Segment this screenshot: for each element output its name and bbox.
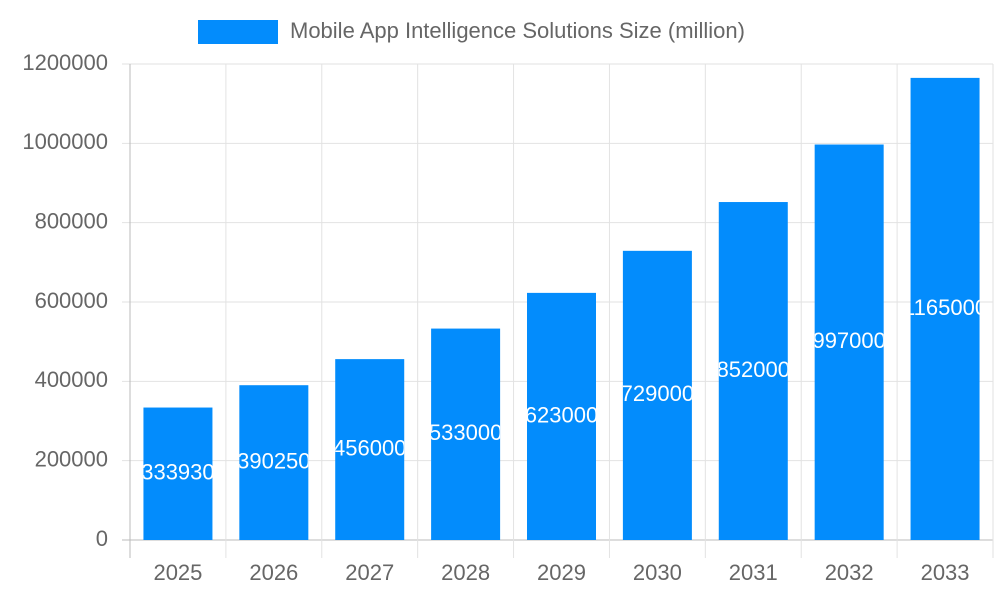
data-label: 1165000 (903, 295, 987, 320)
data-label: 997000 (812, 328, 885, 353)
data-label: 390250 (237, 448, 310, 473)
x-tick-label: 2031 (729, 560, 778, 585)
y-tick-label: 0 (96, 526, 108, 551)
data-label: 623000 (525, 402, 598, 427)
bar (622, 250, 692, 540)
data-label: 533000 (429, 420, 502, 445)
x-tick-label: 2026 (249, 560, 298, 585)
bar (910, 77, 980, 540)
x-tick-label: 2030 (633, 560, 682, 585)
legend-label: Mobile App Intelligence Solutions Size (… (290, 18, 745, 43)
data-label: 333930 (141, 460, 214, 485)
y-tick-label: 600000 (35, 288, 108, 313)
x-tick-label: 2029 (537, 560, 586, 585)
bar (335, 359, 405, 540)
bar (431, 328, 501, 540)
data-label: 456000 (333, 435, 406, 460)
y-tick-label: 400000 (35, 367, 108, 392)
y-tick-label: 800000 (35, 208, 108, 233)
x-tick-label: 2033 (921, 560, 970, 585)
y-tick-label: 1200000 (22, 50, 108, 75)
bar (527, 292, 596, 540)
x-tick-label: 2027 (345, 560, 394, 585)
x-tick-label: 2028 (441, 560, 490, 585)
data-label: 852000 (717, 357, 790, 382)
bar (239, 385, 309, 540)
data-label: 729000 (621, 381, 694, 406)
bar (143, 407, 213, 540)
y-tick-label: 1000000 (22, 129, 108, 154)
x-tick-label: 2032 (825, 560, 874, 585)
x-tick-label: 2025 (153, 560, 202, 585)
bar (718, 202, 788, 541)
y-tick-label: 200000 (35, 446, 108, 471)
bar (814, 144, 884, 541)
legend-swatch (198, 20, 278, 44)
